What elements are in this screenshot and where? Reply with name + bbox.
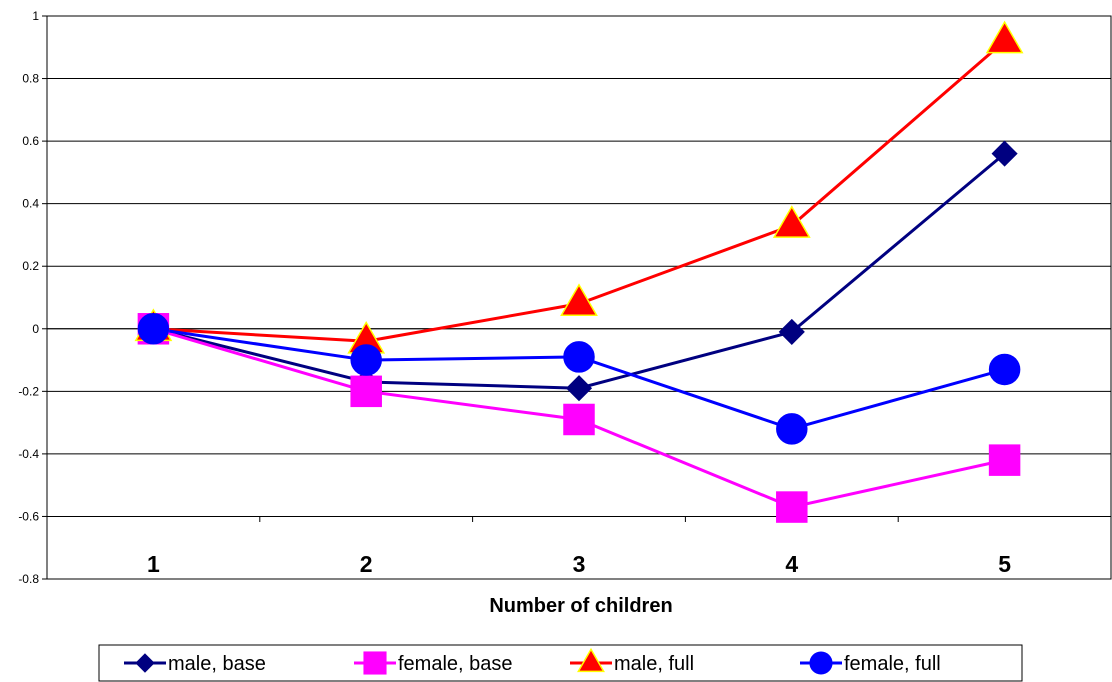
y-tick-label: -0.2 — [18, 384, 39, 398]
legend: male, base female, base male, full female, … — [98, 644, 1023, 682]
y-tick-label: 0 — [32, 322, 39, 336]
data-point — [137, 313, 170, 345]
y-tick-label: -0.8 — [18, 572, 39, 586]
data-point — [985, 20, 1024, 54]
legend-marker — [363, 651, 387, 675]
y-tick-label: 0.4 — [22, 197, 39, 211]
data-point — [563, 403, 595, 436]
x-tick-label: 5 — [998, 551, 1011, 577]
y-tick-label: 0.2 — [22, 259, 39, 273]
x-tick-label: 3 — [573, 551, 586, 577]
y-tick-label: -0.4 — [18, 447, 39, 461]
data-point — [776, 491, 808, 523]
data-point — [988, 444, 1021, 476]
series-lines — [152, 39, 1006, 509]
data-point — [565, 375, 593, 402]
y-tick-label: 0.8 — [22, 72, 39, 86]
legend-marker — [577, 647, 605, 673]
y-tick-label: 0.6 — [22, 134, 39, 148]
y-tick-label: 1 — [32, 9, 39, 23]
legend-label: male, base — [168, 653, 266, 675]
data-point — [778, 318, 805, 345]
x-axis-label: Number of children — [489, 595, 672, 617]
axes — [42, 15, 1112, 580]
y-tick-label: -0.6 — [18, 509, 39, 523]
data-point — [350, 344, 382, 376]
data-point — [560, 283, 598, 317]
legend-label: female, base — [398, 653, 513, 675]
data-point — [772, 205, 811, 238]
data-markers — [134, 20, 1024, 523]
gridlines — [47, 15, 1111, 517]
data-point — [988, 353, 1021, 386]
x-tick-label: 2 — [360, 551, 373, 577]
legend-marker — [809, 651, 833, 675]
data-point — [776, 413, 808, 445]
plot-frame — [46, 15, 1112, 580]
legend-marker — [135, 653, 155, 673]
legend-label: male, full — [614, 653, 694, 675]
data-point — [991, 140, 1018, 167]
data-point — [563, 341, 595, 373]
legend-box — [98, 644, 1023, 682]
x-tick-label: 4 — [785, 551, 798, 577]
tick-labels: 1 0.8 0.6 0.4 0.2 0 -0.2 -0.4 -0.6 -0.8 1 2 3 4 5 — [18, 9, 1011, 586]
x-tick-label: 1 — [147, 551, 160, 577]
legend-label: female, full — [844, 653, 941, 675]
data-point — [350, 375, 382, 408]
